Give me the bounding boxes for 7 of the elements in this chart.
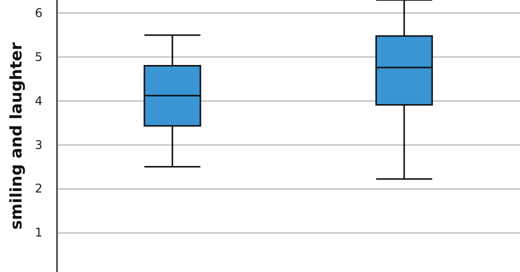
y-axis-title: smiling and laughter [6,42,26,230]
y-tick-label: 6 [34,6,43,20]
y-tick-label: 1 [34,226,43,240]
y-tick-label: 4 [34,94,43,108]
y-tick-label: 3 [34,138,43,152]
y-tick-label: 2 [34,182,43,196]
y-tick-label: 5 [34,50,43,64]
